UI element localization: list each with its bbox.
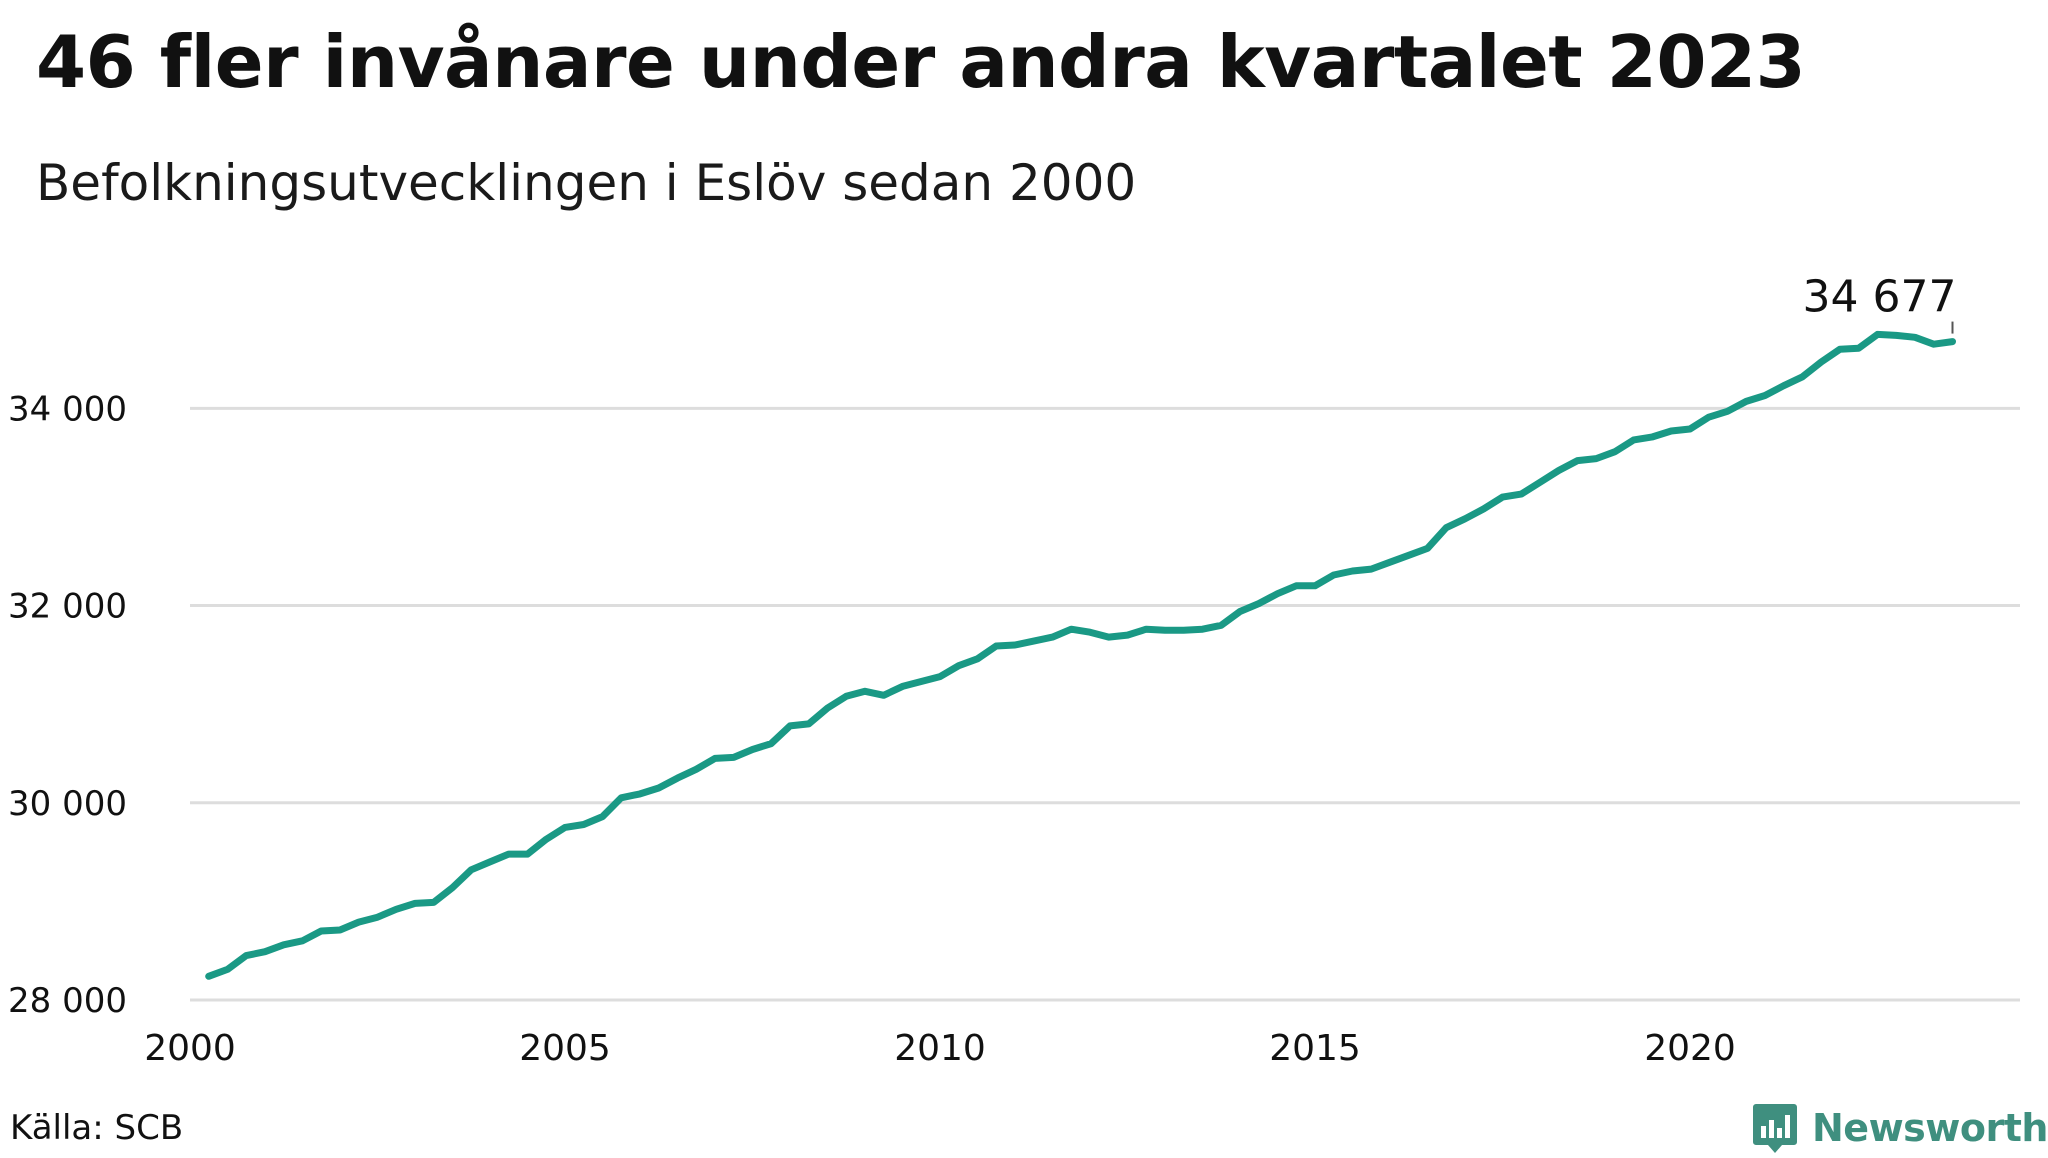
y-tick-label: 32 000	[8, 587, 127, 627]
y-tick-label: 28 000	[8, 981, 127, 1021]
x-tick-label: 2010	[894, 1028, 986, 1069]
end-value-label: 34 677	[1803, 272, 1957, 323]
brand-name: Newsworthy	[1812, 1106, 2048, 1150]
newsworthy-logo-icon	[1753, 1104, 1797, 1153]
x-tick-label: 2020	[1644, 1028, 1736, 1069]
x-tick-label: 2005	[519, 1028, 611, 1069]
x-tick-label: 2015	[1269, 1028, 1361, 1069]
chart-subtitle: Befolkningsutvecklingen i Eslöv sedan 20…	[36, 154, 1137, 212]
chart-title: 46 fler invånare under andra kvartalet 2…	[36, 20, 1806, 104]
x-tick-label: 2000	[144, 1028, 236, 1069]
source-note: Källa: SCB	[10, 1108, 184, 1148]
brand-logo-group[interactable]: Newsworthy	[1752, 1098, 2048, 1158]
y-tick-label: 34 000	[8, 389, 127, 429]
y-tick-label: 30 000	[8, 784, 127, 824]
series-line	[205, 330, 1956, 980]
